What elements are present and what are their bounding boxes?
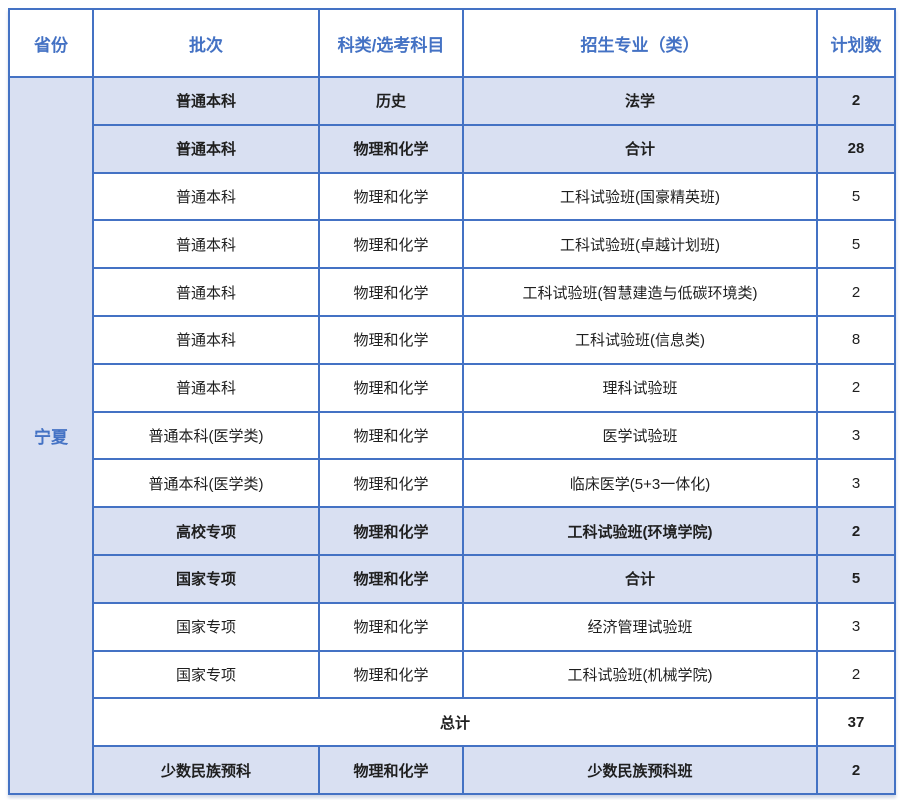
count-cell: 3 <box>816 458 896 509</box>
table-row: 普通本科 物理和化学 工科试验班(卓越计划班) 5 <box>9 219 896 270</box>
table-row: 国家专项 物理和化学 合计 5 <box>9 553 896 604</box>
count-cell: 2 <box>816 267 896 317</box>
column-header-major: 招生专业（类） <box>462 8 818 78</box>
table-row: 普通本科 物理和化学 工科试验班(信息类) 8 <box>9 314 896 365</box>
major-cell: 工科试验班(环境学院) <box>462 506 818 556</box>
count-cell: 2 <box>816 649 896 700</box>
count-cell: 2 <box>816 506 896 556</box>
batch-cell: 普通本科 <box>92 219 320 270</box>
count-cell: 3 <box>816 601 896 652</box>
major-cell: 工科试验班(信息类) <box>462 314 818 365</box>
count-cell: 2 <box>816 76 896 126</box>
subject-cell: 物理和化学 <box>318 506 464 556</box>
batch-cell: 普通本科(医学类) <box>92 410 320 461</box>
subject-cell: 物理和化学 <box>318 219 464 270</box>
count-cell: 5 <box>816 171 896 222</box>
major-cell: 工科试验班(国豪精英班) <box>462 171 818 222</box>
table-row: 高校专项 物理和化学 工科试验班(环境学院) 2 <box>9 506 896 556</box>
subject-cell: 物理和化学 <box>318 123 464 174</box>
subject-cell: 物理和化学 <box>318 745 464 795</box>
batch-cell: 国家专项 <box>92 601 320 652</box>
table-row: 普通本科 物理和化学 工科试验班(国豪精英班) 5 <box>9 171 896 222</box>
table-row: 少数民族预科 物理和化学 少数民族预科班 2 <box>9 745 896 795</box>
major-cell: 少数民族预科班 <box>462 745 818 795</box>
subject-cell: 物理和化学 <box>318 458 464 509</box>
subject-cell: 物理和化学 <box>318 362 464 413</box>
count-cell: 37 <box>816 697 896 748</box>
batch-cell: 普通本科 <box>92 123 320 174</box>
subject-cell: 物理和化学 <box>318 171 464 222</box>
subject-cell: 物理和化学 <box>318 410 464 461</box>
table-row: 普通本科 物理和化学 合计 28 <box>9 123 896 174</box>
column-header-batch: 批次 <box>92 8 320 78</box>
column-header-province: 省份 <box>8 8 94 78</box>
batch-cell: 国家专项 <box>92 553 320 604</box>
batch-cell: 普通本科 <box>92 267 320 317</box>
batch-cell: 国家专项 <box>92 649 320 700</box>
subject-cell: 物理和化学 <box>318 553 464 604</box>
count-cell: 8 <box>816 314 896 365</box>
subject-cell: 历史 <box>318 76 464 126</box>
batch-cell: 普通本科 <box>92 362 320 413</box>
table-row: 普通本科 物理和化学 理科试验班 2 <box>9 362 896 413</box>
subject-cell: 物理和化学 <box>318 601 464 652</box>
column-header-count: 计划数 <box>816 8 896 78</box>
major-cell: 医学试验班 <box>462 410 818 461</box>
major-cell: 工科试验班(机械学院) <box>462 649 818 700</box>
major-cell: 合计 <box>462 123 818 174</box>
major-cell: 工科试验班(智慧建造与低碳环境类) <box>462 267 818 317</box>
table-header: 省份 批次 科类/选考科目 招生专业（类） 计划数 <box>8 8 896 78</box>
table-row: 国家专项 物理和化学 经济管理试验班 3 <box>9 601 896 652</box>
province-cell: 宁夏 <box>8 76 94 795</box>
major-cell: 工科试验班(卓越计划班) <box>462 219 818 270</box>
count-cell: 2 <box>816 745 896 795</box>
major-cell: 经济管理试验班 <box>462 601 818 652</box>
count-cell: 5 <box>816 219 896 270</box>
table-row: 宁夏 普通本科 历史 法学 2 <box>8 76 896 795</box>
count-cell: 28 <box>816 123 896 174</box>
batch-cell: 普通本科 <box>92 171 320 222</box>
batch-cell: 普通本科 <box>92 76 320 126</box>
table-body: 宁夏 普通本科 历史 法学 2 普通本科 物理和化学 合计 28 普通本科 物理和化学 工科试验班(国… <box>8 76 896 795</box>
batch-cell: 高校专项 <box>92 506 320 556</box>
subject-cell: 物理和化学 <box>318 649 464 700</box>
major-cell: 理科试验班 <box>462 362 818 413</box>
count-cell: 3 <box>816 410 896 461</box>
major-cell: 合计 <box>462 553 818 604</box>
major-cell: 临床医学(5+3一体化) <box>462 458 818 509</box>
subject-cell: 物理和化学 <box>318 314 464 365</box>
total-row: 总计 37 <box>9 697 896 748</box>
admissions-plan-table: 省份 批次 科类/选考科目 招生专业（类） 计划数 宁夏 普通本科 历史 法学 2 普通本科 物理和… <box>8 8 896 795</box>
header-row: 省份 批次 科类/选考科目 招生专业（类） 计划数 <box>8 8 896 78</box>
table-row: 普通本科 物理和化学 工科试验班(智慧建造与低碳环境类) 2 <box>9 267 896 317</box>
major-cell: 法学 <box>462 76 818 126</box>
count-cell: 2 <box>816 362 896 413</box>
subject-cell: 物理和化学 <box>318 267 464 317</box>
total-label-cell: 总计 <box>92 697 818 748</box>
column-header-subject: 科类/选考科目 <box>318 8 464 78</box>
batch-cell: 普通本科 <box>92 314 320 365</box>
batch-cell: 少数民族预科 <box>92 745 320 795</box>
table-row: 国家专项 物理和化学 工科试验班(机械学院) 2 <box>9 649 896 700</box>
table-row: 普通本科(医学类) 物理和化学 医学试验班 3 <box>9 410 896 461</box>
batch-cell: 普通本科(医学类) <box>92 458 320 509</box>
count-cell: 5 <box>816 553 896 604</box>
table-row: 普通本科(医学类) 物理和化学 临床医学(5+3一体化) 3 <box>9 458 896 509</box>
